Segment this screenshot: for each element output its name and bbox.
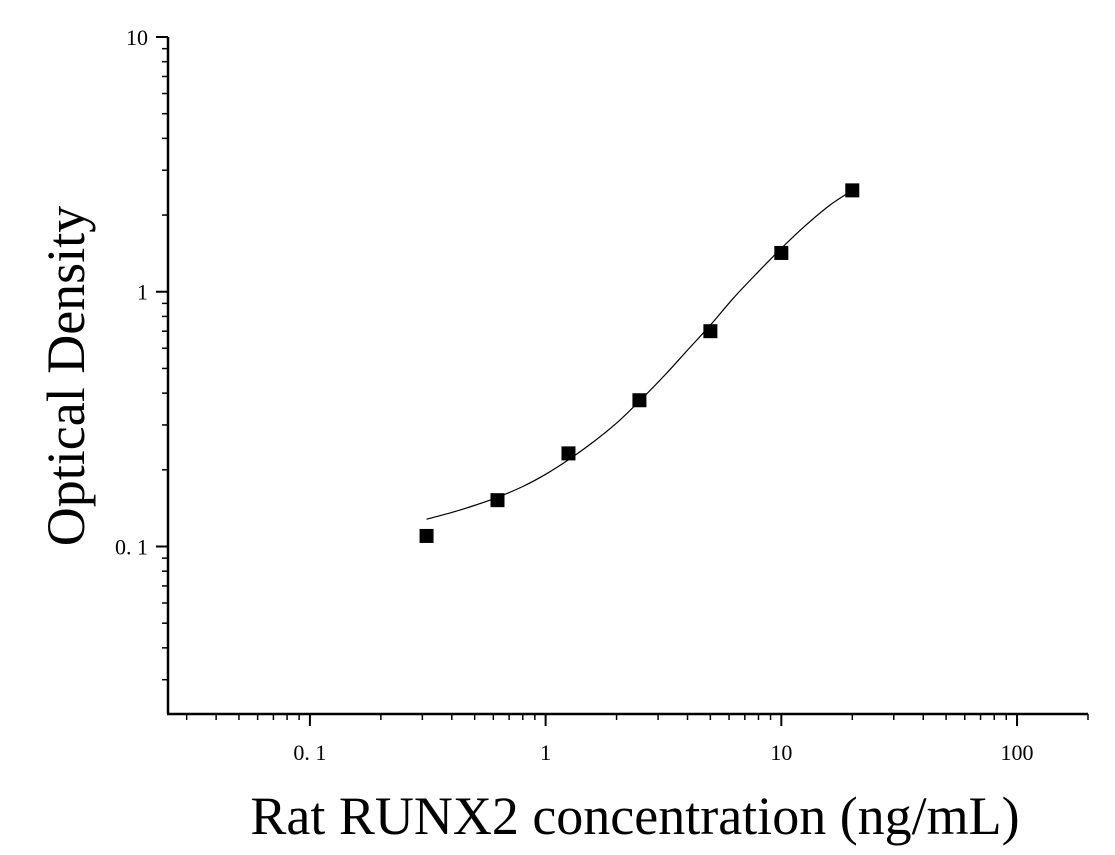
x-axis-title: Rat RUNX2 concentration (ng/mL) xyxy=(250,786,1019,846)
y-axis-title: Optical Density xyxy=(36,206,96,546)
data-point-marker xyxy=(419,528,434,543)
data-point-marker xyxy=(490,493,505,508)
tick-marks xyxy=(156,36,1089,726)
data-point-marker xyxy=(845,183,860,198)
tick-labels: 0. 1 1 10 100 10 1 0. 1 xyxy=(115,25,1034,765)
y-tick-label: 10 xyxy=(126,25,148,50)
fit-curve xyxy=(426,189,853,520)
data-point-marker xyxy=(561,446,576,461)
x-tick-label: 1 xyxy=(540,740,551,765)
x-tick-label: 100 xyxy=(1001,740,1034,765)
y-tick-label: 0. 1 xyxy=(115,534,148,559)
data-point-marker xyxy=(632,393,647,408)
x-tick-label: 0. 1 xyxy=(293,740,326,765)
data-point-marker xyxy=(703,324,718,339)
x-tick-label: 10 xyxy=(770,740,792,765)
data-points xyxy=(419,183,860,543)
axes xyxy=(166,37,1088,716)
data-point-marker xyxy=(774,245,789,260)
y-tick-label: 1 xyxy=(137,280,148,305)
